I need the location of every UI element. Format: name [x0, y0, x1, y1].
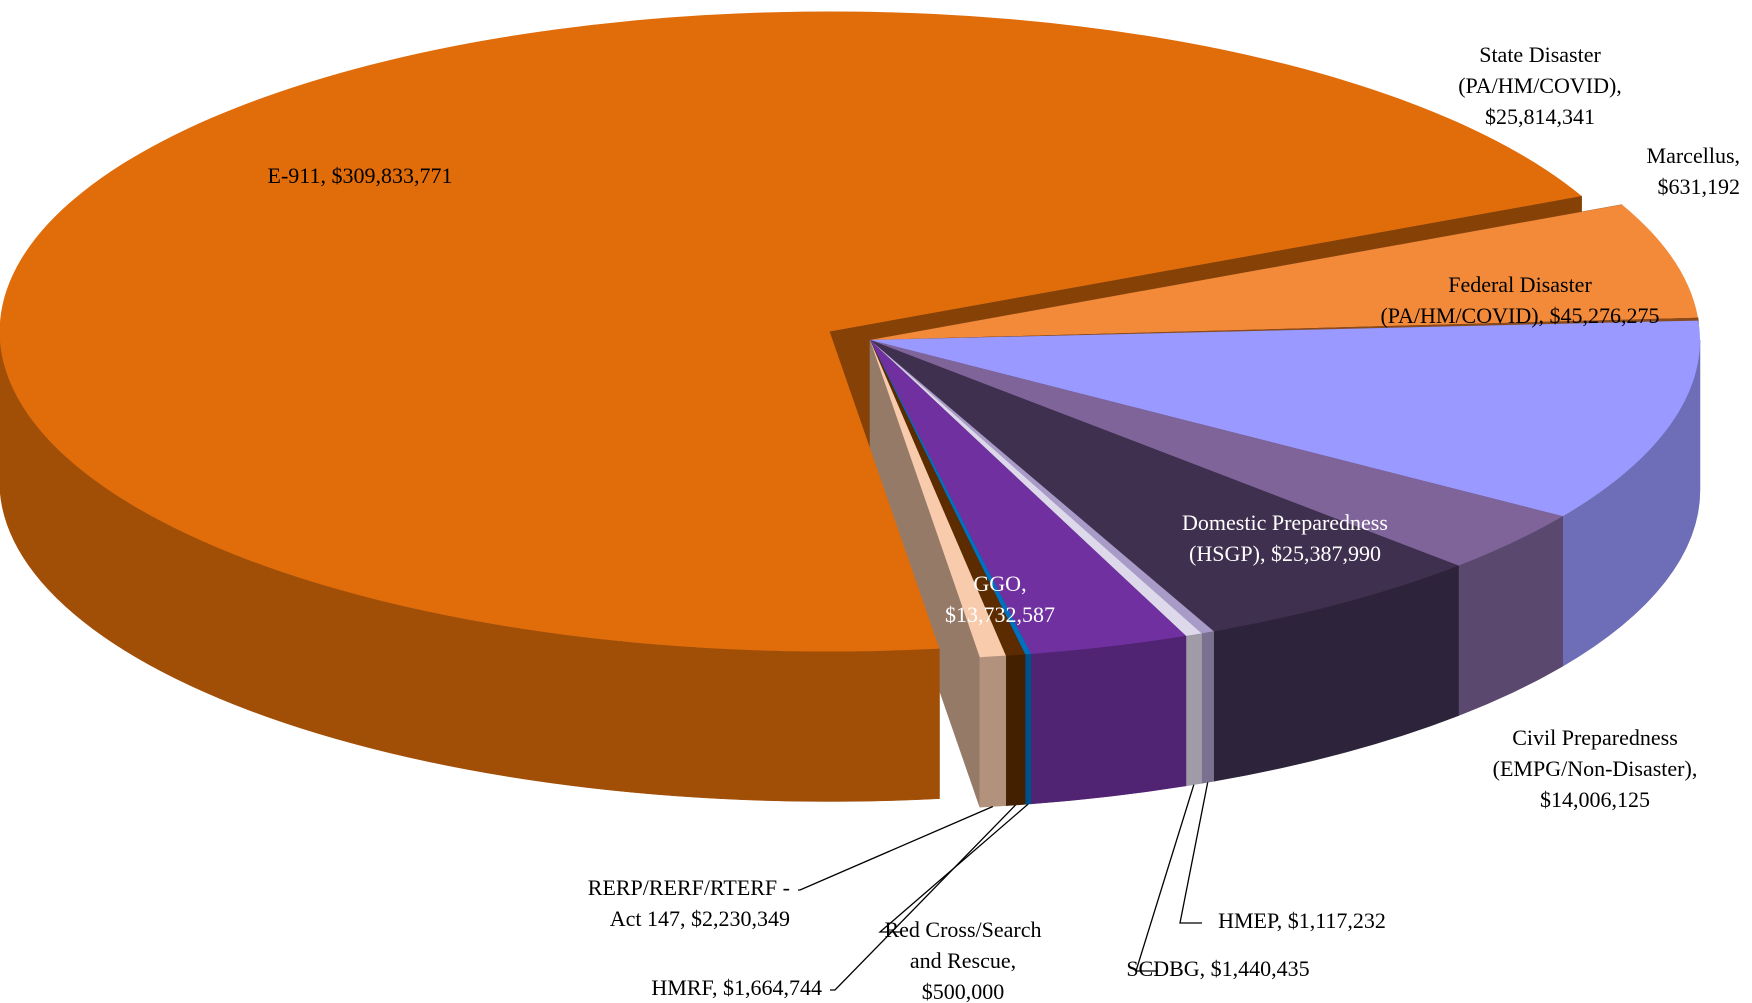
- label-line: GGO,: [973, 571, 1026, 596]
- slice: [0, 11, 1582, 652]
- slice-side: [979, 655, 1007, 808]
- leader-line: [830, 804, 1016, 991]
- label-line: HMEP, $1,117,232: [1218, 908, 1386, 933]
- label-line: Act 147, $2,230,349: [610, 906, 790, 931]
- label-line: (HSGP), $25,387,990: [1189, 541, 1381, 566]
- leader-line: [798, 805, 994, 891]
- data-label: HMRF, $1,664,744: [651, 975, 822, 1000]
- label-line: (PA/HM/COVID),: [1458, 73, 1622, 98]
- data-label: E-911, $309,833,771: [268, 163, 453, 188]
- slice: [870, 320, 1700, 517]
- label-line: (EMPG/Non-Disaster),: [1493, 756, 1698, 781]
- label-line: $631,192: [1658, 174, 1741, 199]
- label-line: $500,000: [922, 979, 1005, 1003]
- slice: [870, 340, 1563, 566]
- slice: [870, 340, 1006, 658]
- data-label: RERP/RERF/RTERF - Act 147, $2,230,349: [588, 875, 790, 931]
- label-line: RERP/RERF/RTERF -: [588, 875, 790, 900]
- slice: [870, 340, 1202, 636]
- label-line: State Disaster: [1479, 42, 1601, 67]
- data-label: State Disaster (PA/HM/COVID), $25,814,341: [1458, 42, 1622, 129]
- slice: [870, 340, 1214, 634]
- label-line: $13,732,587: [945, 602, 1055, 627]
- leader-line: [1179, 782, 1209, 924]
- slice: [870, 340, 1459, 632]
- data-label: GGO, $13,732,587: [945, 571, 1055, 627]
- data-label: Marcellus, $631,192: [1647, 143, 1740, 199]
- leader-line: [878, 803, 1029, 933]
- slice: [870, 340, 1031, 655]
- label-line: Federal Disaster: [1448, 272, 1592, 297]
- label-line: $14,006,125: [1540, 787, 1650, 812]
- slice-side: [1030, 635, 1187, 805]
- label-line: SCDBG, $1,440,435: [1126, 956, 1309, 981]
- slice: [870, 340, 1186, 654]
- label-line: Marcellus,: [1647, 143, 1740, 168]
- slice-side: [1185, 633, 1202, 787]
- slice: [870, 340, 1026, 656]
- label-line: HMRF, $1,664,744: [651, 975, 822, 1000]
- label-line: Red Cross/Search: [884, 917, 1041, 942]
- slice: [870, 204, 1698, 340]
- slice: [870, 317, 1699, 340]
- data-label: Domestic Preparedness (HSGP), $25,387,990: [1182, 510, 1388, 566]
- label-line: Domestic Preparedness: [1182, 510, 1388, 535]
- label-line: (PA/HM/COVID), $45,276,275: [1380, 303, 1659, 328]
- label-line: and Rescue,: [910, 948, 1016, 973]
- slice-side: [1024, 653, 1032, 805]
- data-label: HMEP, $1,117,232: [1218, 908, 1386, 933]
- label-line: Civil Preparedness: [1512, 725, 1678, 750]
- label-line: $25,814,341: [1485, 104, 1595, 129]
- data-label: Red Cross/Search and Rescue, $500,000: [884, 917, 1041, 1003]
- slice-side: [1005, 654, 1026, 806]
- slice-side: [1201, 630, 1214, 784]
- data-label: SCDBG, $1,440,435: [1126, 956, 1309, 981]
- leader-line: [1135, 784, 1195, 972]
- label-line: E-911, $309,833,771: [268, 163, 453, 188]
- data-label: Civil Preparedness (EMPG/Non-Disaster), $1…: [1493, 725, 1698, 812]
- data-label: Federal Disaster (PA/HM/COVID), $45,276,2…: [1380, 272, 1659, 328]
